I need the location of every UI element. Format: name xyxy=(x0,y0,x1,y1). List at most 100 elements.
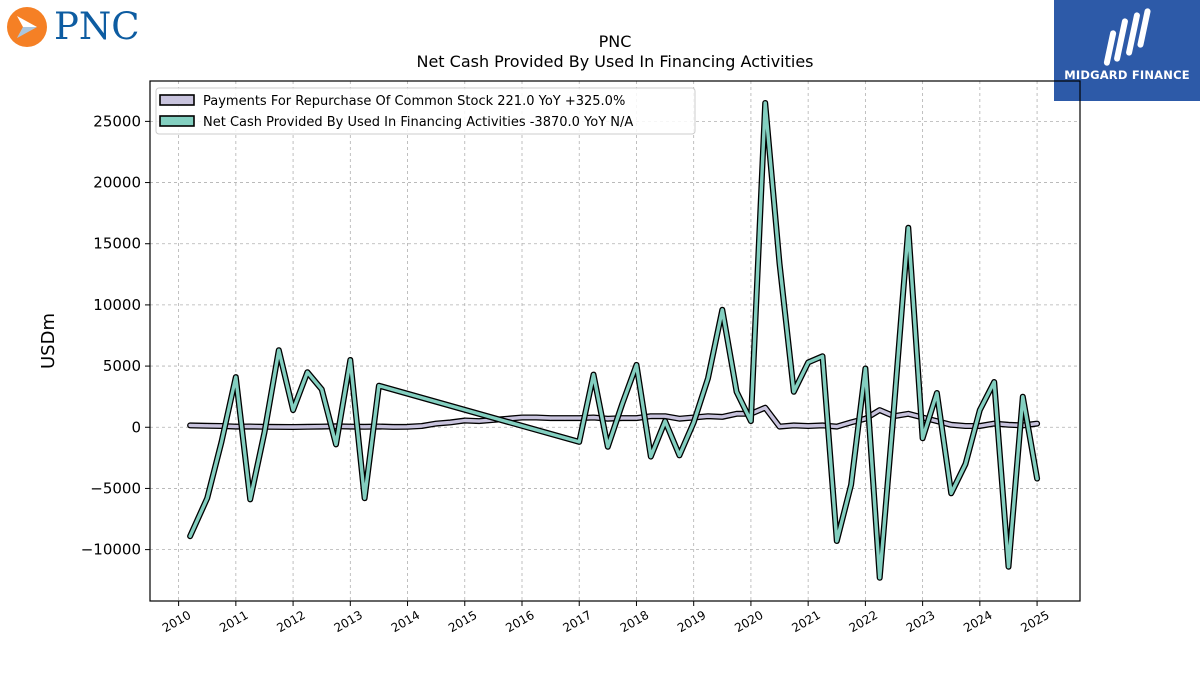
series-1-point xyxy=(964,424,967,428)
chart-subtitle: Net Cash Provided By Used In Financing A… xyxy=(416,52,814,71)
series-1-point xyxy=(821,423,824,427)
series-1-point xyxy=(792,423,796,427)
series-1-point xyxy=(735,412,739,416)
series-2-point xyxy=(320,387,324,391)
legend: Payments For Repurchase Of Common Stock … xyxy=(155,87,696,135)
legend-label-2: Net Cash Provided By Used In Financing A… xyxy=(203,115,633,130)
pnc-logo-mark-icon xyxy=(7,7,47,47)
series-1-point xyxy=(706,414,710,418)
series-2-point xyxy=(735,390,739,394)
series-layer xyxy=(187,100,1041,581)
series-1-point xyxy=(978,424,982,428)
series-1-point xyxy=(549,416,553,420)
series-1-point xyxy=(291,425,295,429)
series-2-point xyxy=(1035,477,1039,481)
series-1-point xyxy=(363,425,367,429)
series-2-point xyxy=(949,491,953,495)
series-1-point xyxy=(592,416,595,419)
series-1-point xyxy=(606,417,610,421)
series-2-point xyxy=(334,442,338,446)
x-tick-label: 2018 xyxy=(618,608,651,635)
series-2-point xyxy=(849,483,853,487)
series-1-point xyxy=(849,420,853,424)
series-1-point xyxy=(878,408,882,412)
series-2-point xyxy=(863,367,867,370)
series-1-point xyxy=(248,425,252,428)
series-1-point xyxy=(534,416,538,419)
series-2-point xyxy=(835,539,839,543)
x-tick-label: 2013 xyxy=(332,608,365,635)
series-1-point xyxy=(305,425,309,429)
series-1-point xyxy=(434,422,438,426)
series-2-point xyxy=(706,376,710,380)
series-2-point xyxy=(277,348,281,352)
y-tick-label: 20000 xyxy=(93,174,141,192)
series-2-point xyxy=(305,370,309,374)
brand-name: MIDGARD FINANCE xyxy=(1064,68,1190,82)
series-2-outline xyxy=(187,100,1041,581)
series-1-point xyxy=(406,425,409,429)
series-1-point xyxy=(1007,423,1010,427)
pnc-logo-text: PNC xyxy=(54,5,140,48)
series-2-point xyxy=(592,373,595,377)
series-2-point xyxy=(234,375,238,379)
series-2-point xyxy=(188,534,192,538)
y-tick-label: −10000 xyxy=(81,541,141,559)
y-tick-label: 10000 xyxy=(93,296,141,314)
series-1-point xyxy=(188,423,192,427)
series-2-point xyxy=(792,390,796,394)
series-1-point xyxy=(620,416,624,420)
series-1-point xyxy=(778,425,781,429)
series-2-point xyxy=(1007,565,1010,569)
series-1-point xyxy=(806,424,810,428)
series-1-point xyxy=(1035,422,1039,426)
series-1-point xyxy=(520,416,524,419)
series-1-point xyxy=(348,425,352,429)
series-2-point xyxy=(720,308,724,312)
legend-box xyxy=(155,87,696,135)
series-1-point xyxy=(935,419,939,423)
legend-swatch-2 xyxy=(159,115,195,127)
series-2-point xyxy=(978,408,982,412)
series-2-point xyxy=(821,354,824,358)
x-tick-label: 2017 xyxy=(561,608,594,635)
y-tick-label: −5000 xyxy=(90,479,141,497)
series-2-point xyxy=(363,496,367,500)
series-1-point xyxy=(677,417,681,421)
series-2-point xyxy=(663,419,667,423)
series-1-point xyxy=(391,425,395,429)
x-tick-label: 2021 xyxy=(789,608,822,635)
y-tick-label: 15000 xyxy=(93,235,141,253)
x-tick-label: 2020 xyxy=(732,608,765,635)
x-tick-label: 2010 xyxy=(160,608,193,635)
series-2-point xyxy=(291,408,295,412)
x-tick-label: 2024 xyxy=(961,608,994,635)
series-1-point xyxy=(477,419,481,423)
series-1-point xyxy=(635,416,638,420)
series-2-point xyxy=(763,101,767,105)
x-tick-label: 2016 xyxy=(503,608,536,635)
series-1-point xyxy=(377,425,381,428)
series-1-point xyxy=(906,412,910,416)
series-2-point xyxy=(892,406,896,410)
midgard-finance-logo: MIDGARD FINANCE xyxy=(1054,0,1200,101)
series-2-point xyxy=(806,360,810,364)
series-1-point xyxy=(763,406,767,410)
series-2-point xyxy=(606,445,610,449)
series-2-point xyxy=(935,391,939,395)
x-tick-label: 2022 xyxy=(847,608,880,635)
series-2-point xyxy=(964,462,967,466)
axis-ticks: 2010 2011 2012 2013 2014 2015 2016 2017 2018 2019… xyxy=(81,112,1052,635)
series-2-point xyxy=(620,402,624,406)
series-2-point xyxy=(921,436,925,440)
chart-title: PNC xyxy=(598,32,632,51)
x-tick-label: 2019 xyxy=(675,608,708,635)
x-tick-label: 2023 xyxy=(904,608,937,635)
grid xyxy=(150,81,1080,601)
legend-swatch-1 xyxy=(159,94,195,106)
x-tick-label: 2014 xyxy=(389,608,422,635)
series-1-point xyxy=(577,416,581,420)
plot-frame xyxy=(149,80,1081,602)
series-2-point xyxy=(635,363,638,367)
